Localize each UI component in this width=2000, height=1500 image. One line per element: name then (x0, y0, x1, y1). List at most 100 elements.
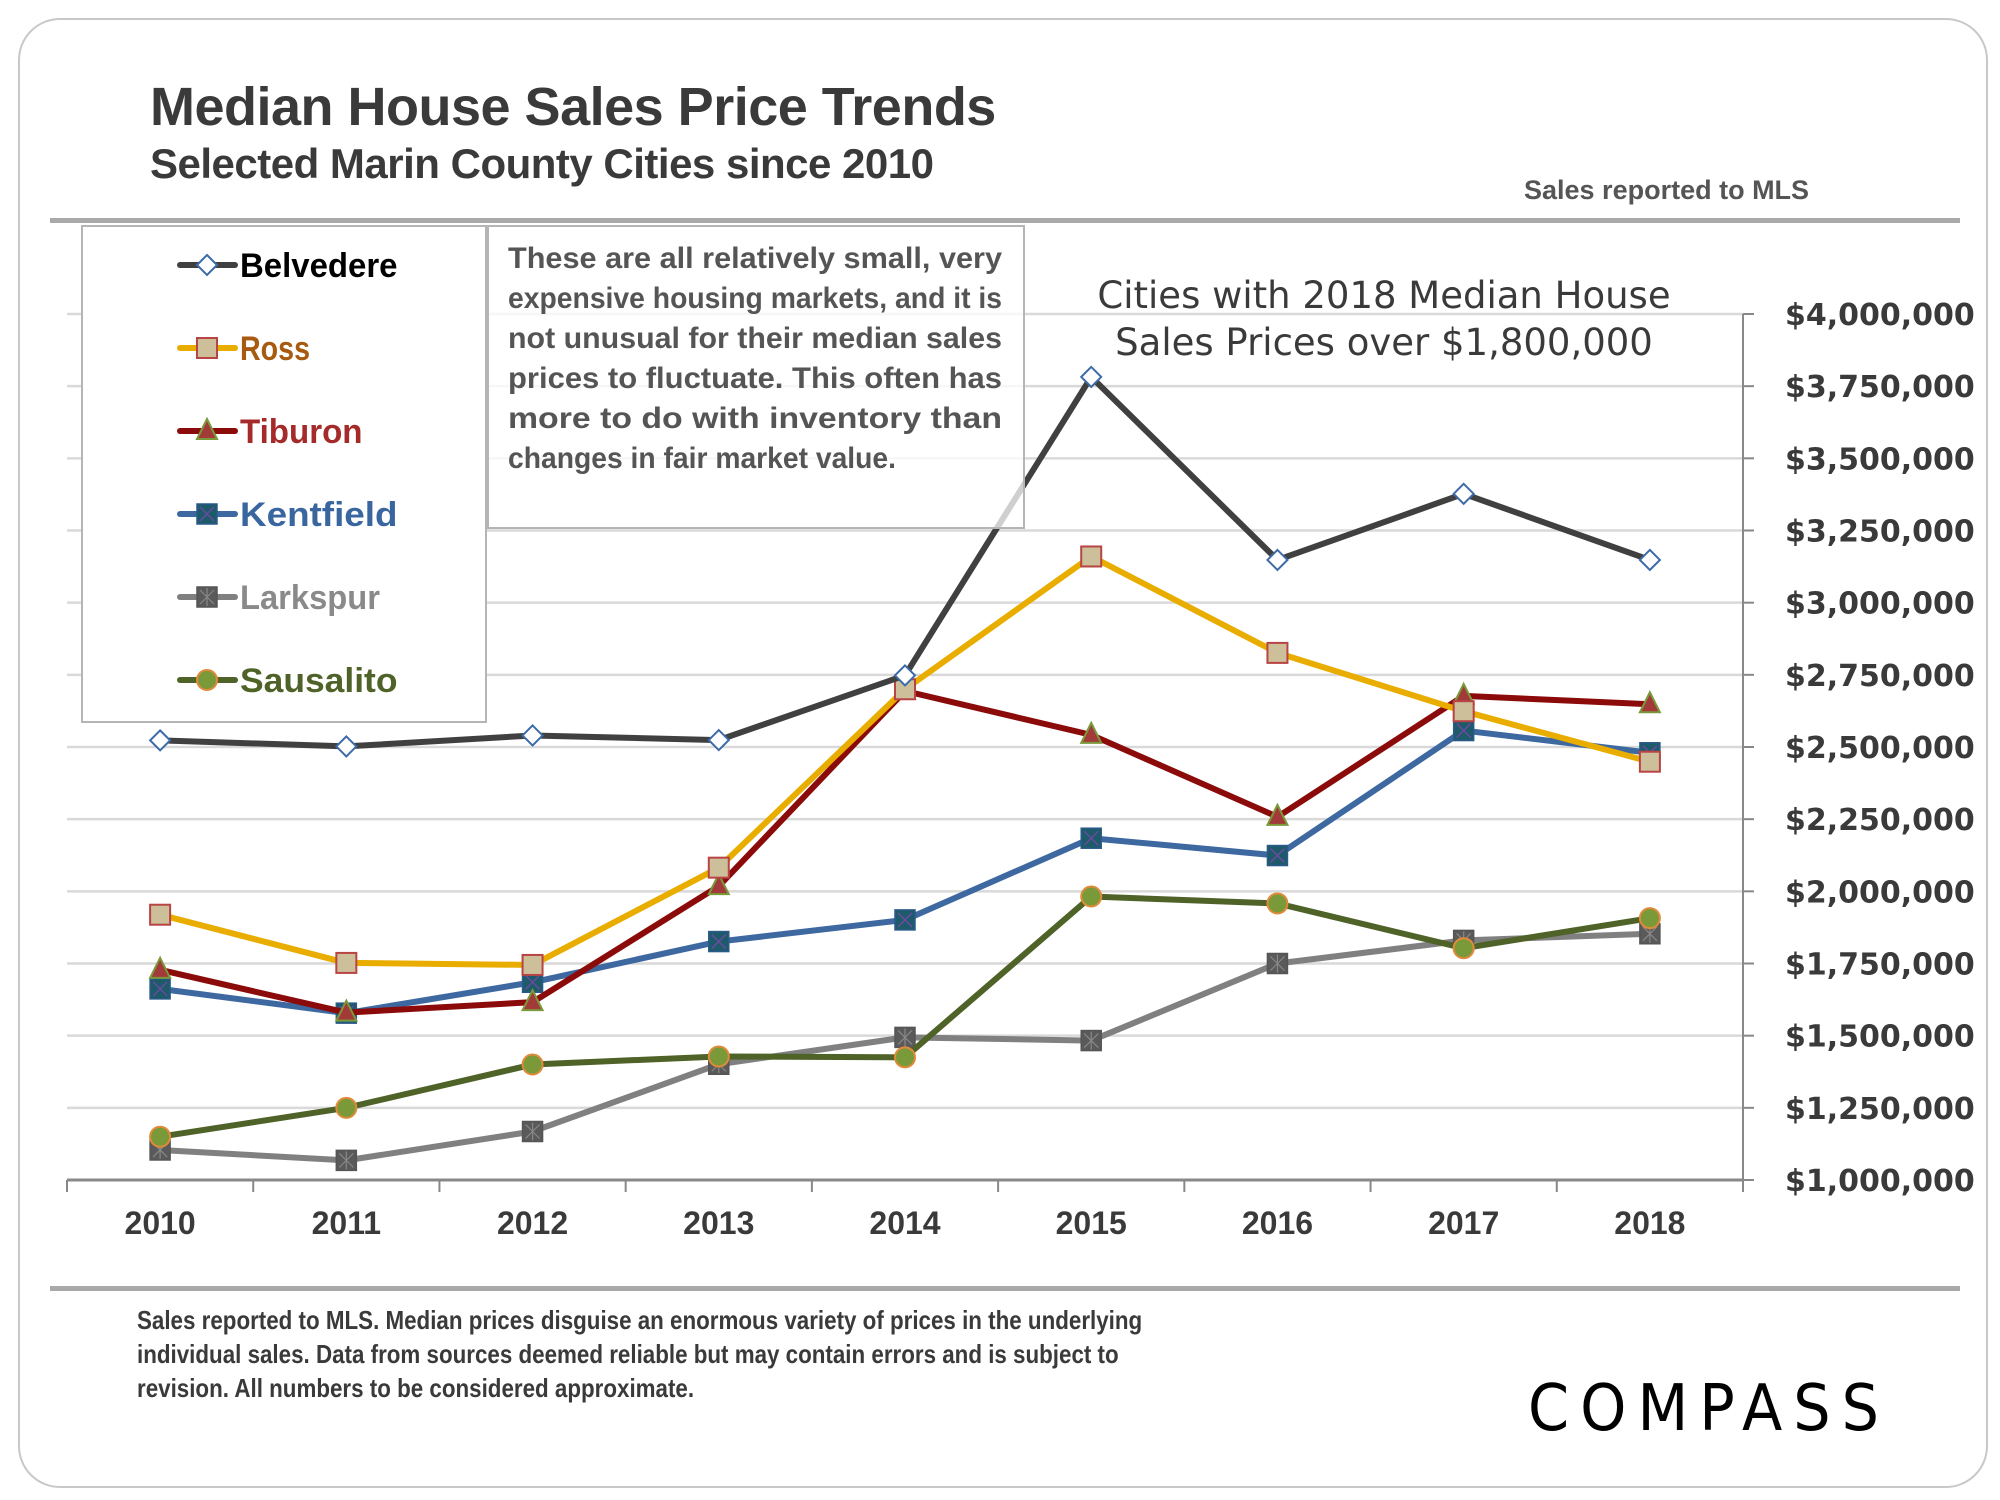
x-glyph (199, 506, 215, 522)
annotation-box: These are all relatively small, very expe… (487, 225, 1025, 529)
x-glyph (711, 934, 727, 950)
triangle-marker (1079, 720, 1103, 744)
x-tick-labels: 2010 2011 2012 2013 2014 2015 2016 2017 2018 (125, 1205, 1686, 1241)
data-point (1638, 907, 1661, 930)
legend-label: Belvedere (240, 247, 398, 285)
square-marker (1080, 545, 1103, 568)
square-marker (707, 856, 730, 879)
data-point (894, 1046, 916, 1069)
circle-marker (1638, 907, 1661, 930)
data-point (195, 416, 219, 440)
data-point (1266, 844, 1289, 867)
x-tick-label: 2014 (869, 1205, 940, 1241)
square-marker (149, 903, 172, 926)
legend: Belvedere Ross Tiburon Kentfield Larkspur Sau… (81, 225, 487, 723)
data-point (708, 930, 730, 953)
square-marker (196, 337, 218, 359)
data-point (893, 663, 917, 687)
axes (66, 313, 1754, 1192)
square-marker (521, 953, 544, 976)
chart-title-line-1: Cities with 2018 Median House (1097, 274, 1670, 317)
data-point (1638, 548, 1662, 572)
triangle-marker (520, 987, 545, 1012)
series-line (157, 727, 1653, 1017)
square-marker (1266, 641, 1289, 664)
y-tick-label: $3,000,000 (1785, 587, 1975, 622)
circle-marker (196, 669, 218, 691)
legend-item-belvedere: Belvedere (177, 247, 398, 285)
legend-item-ross: Ross (177, 330, 310, 368)
annotation-line: changes in fair market value. (508, 442, 896, 475)
diamond-marker (1452, 482, 1476, 506)
diamond-marker (1079, 365, 1103, 389)
data-point (196, 586, 218, 608)
star-glyph (1270, 954, 1285, 973)
data-point (521, 724, 544, 747)
page-subtitle: Selected Marin County Cities since 2010 (150, 140, 934, 187)
data-point (521, 953, 544, 976)
data-point (707, 856, 730, 879)
data-point (707, 871, 731, 896)
data-point (894, 909, 916, 931)
data-point (196, 669, 218, 691)
triangle-marker (334, 998, 358, 1022)
data-point (520, 987, 545, 1012)
header-divider (50, 218, 1960, 223)
triangle-marker (1265, 802, 1290, 826)
data-point (1079, 365, 1103, 389)
legend-label: Tiburon (240, 413, 363, 451)
data-point (196, 503, 218, 525)
x-glyph (897, 912, 913, 928)
footer-divider (50, 1286, 1960, 1291)
x-tick-label: 2013 (683, 1205, 754, 1241)
square-marker (1452, 700, 1475, 723)
brand-wordmark: COMPASS (1528, 1376, 1890, 1436)
legend-label: Ross (240, 330, 310, 368)
square-marker (1638, 750, 1661, 773)
x-tick-label: 2010 (125, 1205, 196, 1241)
data-point (1080, 545, 1103, 568)
data-point (1638, 750, 1661, 773)
y-tick-labels: $1,000,000 $1,250,000 $1,500,000 $1,750,000… (1785, 298, 1975, 1199)
diamond-marker (195, 253, 219, 277)
data-point (334, 735, 358, 758)
y-tick-label: $3,250,000 (1785, 515, 1975, 550)
data-point (335, 1149, 358, 1172)
data-point (1452, 700, 1475, 723)
series-ross (149, 545, 1661, 976)
data-point (521, 1120, 544, 1143)
data-point (1079, 720, 1103, 744)
legend-item-sausalito: Sausalito (177, 662, 398, 700)
triangle-marker (1638, 690, 1662, 714)
x-glyph (1456, 723, 1472, 739)
data-point (149, 1125, 172, 1148)
annotation-line: more to do with inventory than (508, 402, 1002, 435)
data-point (1452, 937, 1475, 960)
star-glyph (525, 1122, 540, 1141)
x-tick-label: 2011 (312, 1205, 381, 1241)
x-tick-label: 2018 (1614, 1205, 1685, 1241)
triangle-marker (195, 416, 219, 440)
legend-item-kentfield: Kentfield (177, 496, 398, 534)
diamond-marker (893, 663, 917, 687)
x-glyph (1083, 830, 1099, 846)
y-tick-label: $3,750,000 (1785, 370, 1975, 405)
annotation-line: expensive housing markets, and it is (508, 282, 1002, 315)
source-note: Sales reported to MLS (1524, 175, 1810, 205)
legend-item-larkspur: Larkspur (177, 579, 380, 617)
series-kentfield (149, 719, 1661, 1024)
data-point (149, 978, 171, 1000)
diamond-marker (1638, 548, 1662, 572)
x-tick-label: 2017 (1428, 1205, 1499, 1241)
circle-marker (894, 1046, 916, 1069)
diamond-marker (521, 724, 544, 747)
y-tick-label: $1,250,000 (1785, 1092, 1975, 1127)
x-glyph (525, 974, 541, 990)
data-point (1266, 548, 1289, 572)
series-group (148, 365, 1662, 1172)
circle-marker (707, 1045, 730, 1068)
data-point (195, 253, 219, 277)
star-glyph (1083, 1031, 1099, 1050)
compass-logo: COMPASS (1528, 1372, 1898, 1446)
annotation-line: not unusual for their median sales (508, 322, 1002, 355)
